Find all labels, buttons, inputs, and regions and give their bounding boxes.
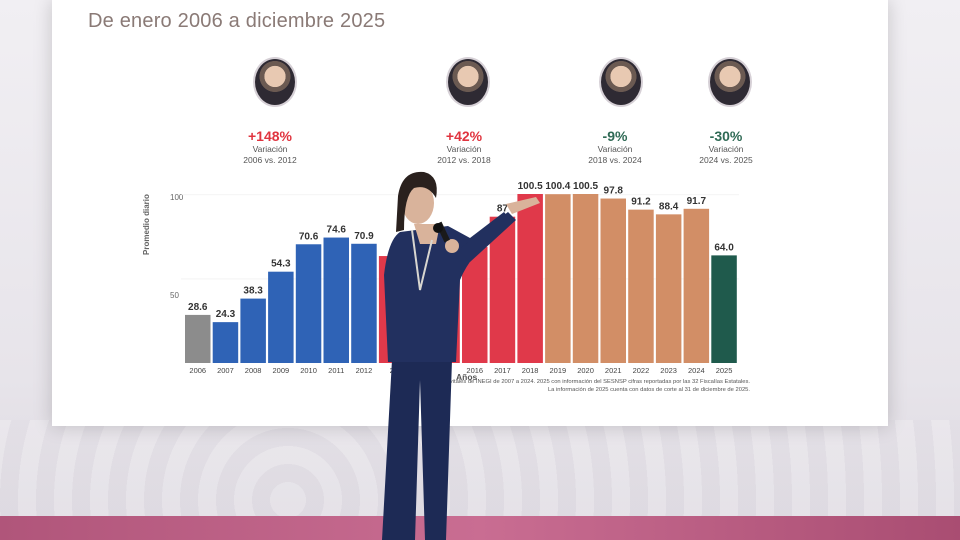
bar-value-label: 70.6: [299, 231, 319, 242]
x-tick-label: 2006: [189, 366, 206, 375]
x-tick-label: 2021: [605, 366, 622, 375]
bar-value-label: 88.4: [659, 201, 679, 212]
variation-label: Variación: [708, 144, 744, 154]
portrait-1-icon: [253, 57, 297, 107]
bar-value-label: 100.5: [573, 181, 598, 192]
variation-range: 2024 vs. 2025: [699, 155, 753, 165]
bar-2020: [572, 194, 599, 363]
x-tick-label: 2018: [522, 366, 539, 375]
bar-value-label: 91.2: [631, 197, 651, 208]
bar-value-label: 87: [497, 204, 509, 215]
variation-pct: +148%: [248, 128, 292, 144]
x-tick-label: 2009: [273, 366, 290, 375]
variation-range: 2006 vs. 2012: [243, 155, 297, 165]
source-note: as vitales de INEGI de 2007 a 2024. 2025…: [398, 379, 750, 394]
x-tick-label: 2025: [716, 366, 733, 375]
variation-2: +42% Variación 2012 vs. 2018: [409, 128, 519, 166]
bar-value-label: 70.9: [354, 231, 374, 242]
bar-2007: [212, 322, 239, 363]
portrait-4-icon: [708, 57, 752, 107]
bar-2024: [683, 208, 710, 363]
x-tick-label: 2010: [300, 366, 317, 375]
variation-range: 2012 vs. 2018: [437, 155, 491, 165]
bar-value-label: 97.8: [604, 186, 624, 197]
bar-value-label: 91.7: [687, 196, 707, 207]
bar-value-label: 24.3: [216, 309, 236, 320]
x-tick-label: 2023: [660, 366, 677, 375]
x-tick-label: 2019: [550, 366, 567, 375]
portrait-2-icon: [446, 57, 490, 107]
x-tick-label: 2022: [633, 366, 650, 375]
bar-value-label: 64.0: [714, 242, 734, 253]
x-tick-label: 2017: [494, 366, 511, 375]
x-tick-label: 2008: [245, 366, 262, 375]
bar-2011: [323, 237, 349, 363]
bar-2022: [628, 209, 654, 363]
bar-value-label: 54.3: [271, 259, 291, 270]
x-tick-label: 2020: [577, 366, 594, 375]
bar-value-label: 100.4: [545, 181, 570, 192]
bar-value-label: 74.6: [327, 225, 347, 236]
bar-value-label: 28.6: [188, 302, 208, 313]
bar-2025: [711, 255, 737, 363]
variation-pct: -9%: [602, 128, 628, 144]
bar-value-label: 100.5: [518, 181, 543, 192]
bar-2010: [295, 244, 322, 363]
x-tick-label: 2011: [328, 366, 344, 375]
bar-2021: [600, 198, 626, 363]
variation-pct: +42%: [445, 128, 483, 144]
variation-label: Variación: [446, 144, 482, 154]
variation-label: Variación: [597, 144, 633, 154]
bar-2006: [185, 314, 211, 363]
variation-pct: -30%: [709, 128, 743, 144]
x-axis-title: Años: [456, 372, 478, 382]
wall-pattern: [0, 420, 960, 520]
variation-1: +148% Variación 2006 vs. 2012: [215, 128, 325, 166]
bar-2023: [655, 214, 682, 363]
y-tick-100: 100: [170, 193, 184, 202]
bar-2018: [517, 194, 543, 363]
stage-strip: [0, 516, 960, 540]
bar-2008: [240, 298, 266, 363]
x-tick-label: 2007: [217, 366, 234, 375]
bar-2019: [545, 194, 571, 363]
slide-subtitle: De enero 2006 a diciembre 2025: [88, 10, 386, 32]
source-line-1: as vitales de INEGI de 2007 a 2024. 2025…: [442, 379, 750, 385]
y-tick-50: 50: [170, 291, 179, 300]
bar-2012: [351, 243, 377, 363]
x-tick-label: 2024: [688, 366, 705, 375]
portrait-3-icon: [599, 57, 643, 107]
variation-range: 2018 vs. 2024: [588, 155, 642, 165]
variation-label: Variación: [252, 144, 288, 154]
bar-value-label: 38.3: [243, 286, 263, 297]
variation-4: -30% Variación 2024 vs. 2025: [671, 128, 781, 166]
source-line-2: La información de 2025 cuenta con datos …: [547, 386, 750, 393]
variation-3: -9% Variación 2018 vs. 2024: [560, 128, 670, 166]
x-tick-label: 2012: [356, 366, 373, 375]
x-tick-label: 2016: [466, 366, 483, 375]
bar-2009: [268, 271, 294, 363]
bar-2017: [489, 216, 516, 363]
